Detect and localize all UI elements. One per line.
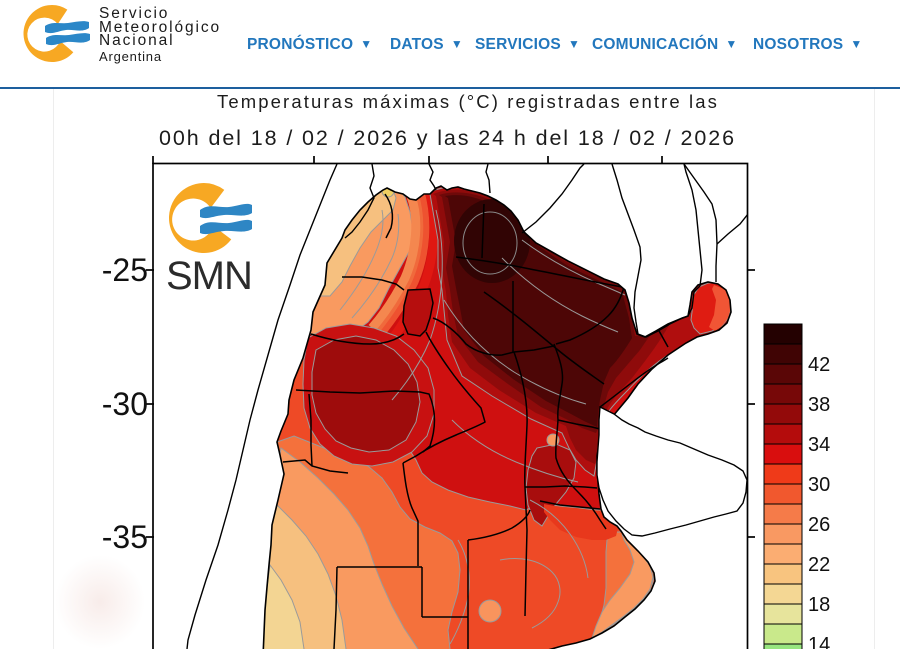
svg-text:18: 18 [808,594,830,616]
svg-text:26: 26 [808,514,830,536]
svg-text:-30: -30 [102,386,148,422]
svg-text:14: 14 [808,634,830,649]
svg-text:22: 22 [808,554,830,576]
svg-text:-35: -35 [102,519,148,555]
svg-text:34: 34 [808,434,830,456]
svg-text:-25: -25 [102,252,148,288]
svg-text:SMN: SMN [166,254,252,298]
svg-text:30: 30 [808,474,830,496]
svg-text:38: 38 [808,394,830,416]
svg-text:42: 42 [808,354,830,376]
